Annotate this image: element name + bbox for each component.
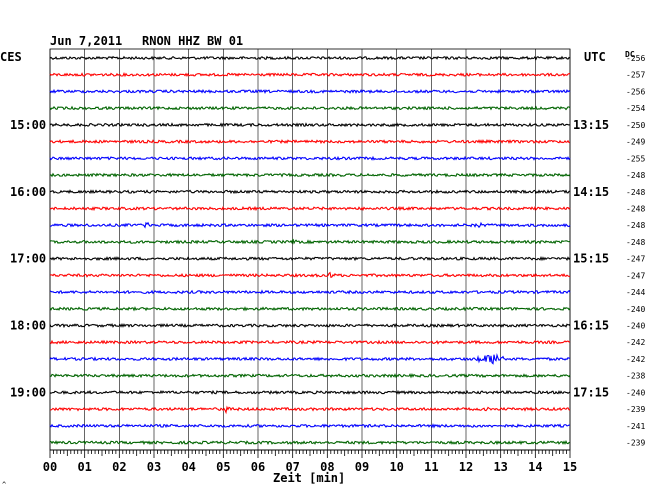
dc-offset-label: -240	[626, 388, 645, 397]
dc-label: DC	[625, 50, 635, 59]
dc-offset-label: -242	[626, 355, 645, 364]
dc-offset-label: -247	[626, 255, 645, 264]
trace-line	[49, 139, 571, 145]
corner-mark: ^	[2, 481, 6, 489]
dc-offset-label: -250	[626, 121, 645, 130]
x-tick-label: 01	[77, 460, 91, 474]
x-tick-label: 11	[424, 460, 438, 474]
right-hour-label: 17:15	[573, 385, 609, 399]
dc-offset-label: -240	[626, 322, 645, 331]
x-tick-label: 07	[285, 460, 299, 474]
left-timezone-label: CES	[0, 50, 22, 64]
trace-line	[49, 339, 571, 345]
trace-line	[49, 289, 571, 295]
dc-offset-label: -255	[626, 154, 645, 163]
trace-line	[49, 88, 571, 95]
trace-line	[49, 389, 571, 395]
dc-offset-label: -257	[626, 71, 645, 80]
x-axis-title: Zeit [min]	[273, 471, 345, 485]
trace-line	[49, 238, 571, 245]
trace-line	[49, 105, 571, 111]
dc-offset-label: -239	[626, 405, 645, 414]
trace-line	[49, 256, 571, 262]
dc-offset-label: -248	[626, 205, 645, 214]
dc-offset-label: -247	[626, 271, 645, 280]
dc-offset-label: -249	[626, 138, 645, 147]
trace-line	[49, 55, 571, 61]
trace-group	[49, 55, 571, 446]
x-tick-label: 12	[459, 460, 473, 474]
x-tick-label: 03	[147, 460, 161, 474]
right-hour-label: 14:15	[573, 185, 609, 199]
x-tick-label: 10	[389, 460, 403, 474]
dc-offset-label: -248	[626, 221, 645, 230]
x-tick-label: 05	[216, 460, 230, 474]
dc-offset-label: -248	[626, 171, 645, 180]
left-hour-label: 16:00	[10, 185, 46, 199]
x-axis: 00 01 02 03 04 05 06 07 08 09 10 11 12 13 14 15	[43, 449, 577, 474]
left-hour-label: 17:00	[10, 252, 46, 266]
x-tick-label: 02	[112, 460, 126, 474]
trace-line	[49, 205, 571, 212]
plot-frame	[49, 48, 571, 451]
x-tick-label: 14	[528, 460, 542, 474]
dc-offset-label: -248	[626, 238, 645, 247]
dc-offset-label: -256	[626, 87, 645, 96]
dc-offset-label: -238	[626, 372, 645, 381]
trace-line	[49, 405, 571, 415]
left-hour-label: 15:00	[10, 118, 46, 132]
x-tick-label: 13	[493, 460, 507, 474]
dc-offset-label: -254	[626, 104, 645, 113]
dc-offset-label: -241	[626, 422, 645, 431]
trace-line	[49, 172, 571, 178]
x-tick-label: 08	[320, 460, 334, 474]
trace-line	[49, 72, 571, 78]
trace-line	[49, 155, 571, 161]
right-timezone-label: UTC	[584, 50, 606, 64]
left-hour-label: 19:00	[10, 385, 46, 399]
date-label: Jun 7,2011	[50, 34, 122, 48]
left-hour-label: 18:00	[10, 319, 46, 333]
grid	[49, 48, 571, 451]
dc-offset-label: -242	[626, 338, 645, 347]
trace-line	[49, 423, 571, 429]
dc-offset-label: -244	[626, 288, 645, 297]
x-tick-label: 15	[563, 460, 577, 474]
trace-line	[49, 373, 571, 379]
x-tick-label: 00	[43, 460, 57, 474]
right-hour-label: 16:15	[573, 319, 609, 333]
right-hour-label: 13:15	[573, 118, 609, 132]
dc-offset-label: -256	[626, 54, 645, 63]
trace-line	[49, 440, 571, 446]
hour-label-group: -256 -257 -256 -254 -250 -249 -255 -248 -248 -248…	[10, 54, 645, 448]
right-hour-label: 15:15	[573, 252, 609, 266]
x-tick-label: 04	[181, 460, 195, 474]
trace-line	[49, 122, 571, 128]
station-label: RNON HHZ BW 01	[142, 34, 243, 48]
x-tick-label: 06	[251, 460, 265, 474]
x-tick-label: 09	[355, 460, 369, 474]
trace-line	[49, 306, 571, 312]
trace-line	[49, 322, 571, 329]
trace-line	[49, 271, 571, 279]
dc-offset-label: -239	[626, 439, 645, 448]
trace-line	[49, 353, 571, 365]
dc-offset-label: -248	[626, 188, 645, 197]
trace-line	[49, 221, 571, 229]
dc-offset-label: -240	[626, 305, 645, 314]
trace-line	[49, 189, 571, 195]
